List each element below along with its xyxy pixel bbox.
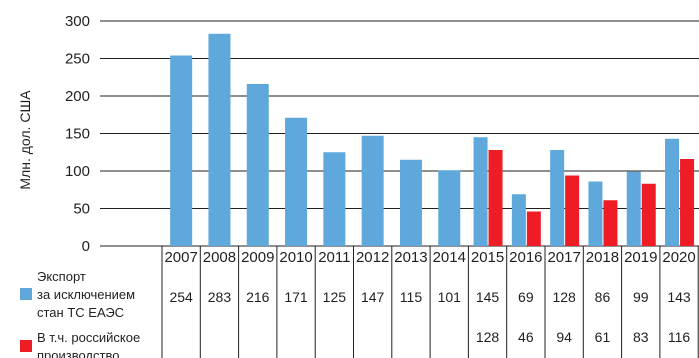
table-cell: 99 xyxy=(633,289,649,305)
y-tick-label: 150 xyxy=(65,126,90,143)
y-tick-label: 300 xyxy=(65,13,90,30)
bar-russian-2020 xyxy=(680,159,695,246)
bar-russian-2017 xyxy=(565,175,580,246)
bar-export-2007 xyxy=(170,55,193,246)
bar-export-2015 xyxy=(473,137,488,246)
table-cell: 216 xyxy=(246,289,270,305)
bar-export-2019 xyxy=(626,171,641,246)
bar-export-2008 xyxy=(208,33,231,246)
x-tick-label: 2011 xyxy=(318,249,350,266)
bar-russian-2016 xyxy=(526,211,541,246)
bar-russian-2019 xyxy=(641,183,656,246)
table-cell: 101 xyxy=(438,289,462,305)
bar-export-2013 xyxy=(399,159,422,246)
table-cell: 46 xyxy=(518,329,534,345)
y-tick-label: 50 xyxy=(73,201,90,218)
x-tick-label: 2016 xyxy=(509,249,542,266)
bar-russian-2015 xyxy=(488,150,503,246)
table-cell: 116 xyxy=(668,329,691,345)
bar-export-2020 xyxy=(665,138,680,246)
legend-swatch xyxy=(20,288,32,300)
table-cell: 61 xyxy=(595,329,611,345)
table-cell: 125 xyxy=(323,289,347,305)
bar-export-2018 xyxy=(588,181,603,246)
legend-label: производство xyxy=(37,348,119,358)
y-tick-labels: 0 50 100 150 200 250 300 xyxy=(65,13,90,255)
bar-export-2014 xyxy=(438,170,461,246)
table-cell: 86 xyxy=(595,289,611,305)
table-cell: 115 xyxy=(400,289,423,305)
x-tick-label: 2008 xyxy=(203,249,236,266)
x-tick-label: 2020 xyxy=(662,249,695,266)
grid-lines xyxy=(100,20,699,247)
x-tick-label: 2017 xyxy=(547,249,580,266)
table-cell: 128 xyxy=(552,289,576,305)
table-cell: 145 xyxy=(476,289,500,305)
bar-russian-2018 xyxy=(603,200,618,246)
bar-export-2010 xyxy=(285,117,308,246)
y-tick-label: 200 xyxy=(65,88,90,105)
table-cell: 143 xyxy=(667,289,691,305)
table-cell: 171 xyxy=(284,289,308,305)
y-tick-label: 0 xyxy=(82,238,90,255)
legend: Экспорт за исключением стан ТС ЕАЭС В т.ч. … xyxy=(20,269,140,358)
y-tick-label: 100 xyxy=(65,163,90,180)
x-tick-label: 2007 xyxy=(164,249,197,266)
x-tick-label: 2010 xyxy=(279,249,312,266)
table-cell: 83 xyxy=(633,329,649,345)
table-cell: 128 xyxy=(476,329,500,345)
table-cell: 254 xyxy=(169,289,193,305)
x-tick-label: 2015 xyxy=(471,249,504,266)
bar-export-2012 xyxy=(361,135,384,246)
y-axis-label: Млн. дол. США xyxy=(17,90,33,190)
x-tick-label: 2018 xyxy=(586,249,619,266)
table-cell: 69 xyxy=(518,289,534,305)
data-table: 2007 254 2008 283 2009 216 2010 171 2011 125 2012 1… xyxy=(161,246,699,358)
legend-label: за исключением xyxy=(37,287,135,302)
x-tick-label: 2009 xyxy=(241,249,274,266)
bar-export-2011 xyxy=(323,152,346,246)
table-cell: 94 xyxy=(556,329,572,345)
bar-export-2016 xyxy=(511,194,526,246)
x-tick-label: 2014 xyxy=(433,249,466,266)
legend-label: стан ТС ЕАЭС xyxy=(37,305,124,320)
x-tick-label: 2013 xyxy=(394,249,427,266)
legend-swatch xyxy=(20,340,32,352)
y-tick-label: 250 xyxy=(65,51,90,68)
x-tick-label: 2012 xyxy=(356,249,389,266)
legend-label: Экспорт xyxy=(37,269,86,284)
bar-export-2017 xyxy=(550,150,565,246)
table-cell: 283 xyxy=(208,289,232,305)
bar-export-2009 xyxy=(246,84,269,246)
x-tick-label: 2019 xyxy=(624,249,657,266)
legend-label: В т.ч. российское xyxy=(37,330,140,345)
table-cell: 147 xyxy=(361,289,385,305)
bars xyxy=(170,33,695,246)
